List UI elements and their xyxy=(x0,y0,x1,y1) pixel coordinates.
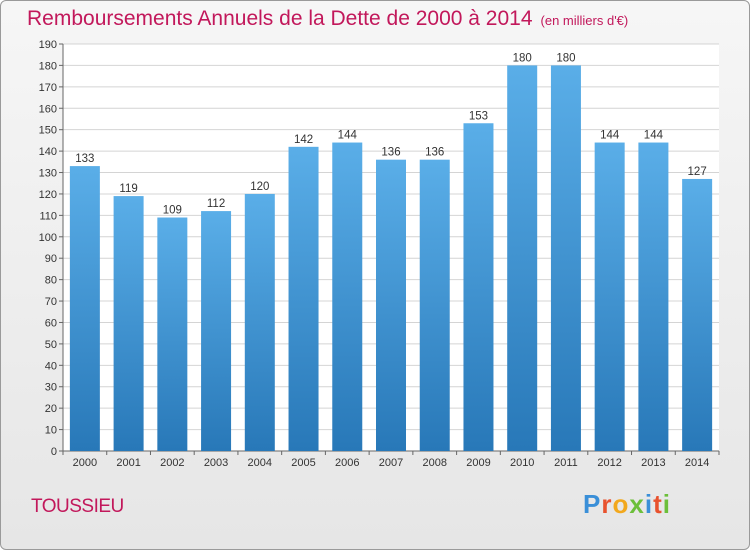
bar-2011 xyxy=(550,65,581,451)
y-tick-label: 90 xyxy=(45,253,57,265)
y-tick-label: 0 xyxy=(51,446,57,458)
y-tick-label: 190 xyxy=(39,39,57,51)
bar-value-label: 136 xyxy=(381,147,400,159)
bar-value-label: 142 xyxy=(294,134,313,146)
logo-letter: t xyxy=(653,489,663,519)
bar-2000 xyxy=(69,166,100,451)
x-tick-label: 2013 xyxy=(641,457,665,469)
x-tick-label: 2002 xyxy=(160,457,184,469)
x-tick-label: 2011 xyxy=(554,457,578,469)
logo-letter: i xyxy=(662,489,671,519)
y-tick-label: 150 xyxy=(39,125,57,137)
x-tick-label: 2010 xyxy=(510,457,534,469)
bar-value-label: 153 xyxy=(469,110,488,122)
x-tick-label: 2004 xyxy=(248,457,272,469)
y-tick-label: 140 xyxy=(39,146,57,158)
y-tick-label: 80 xyxy=(45,275,57,287)
bar-2014 xyxy=(682,178,713,451)
y-tick-label: 100 xyxy=(39,232,57,244)
y-tick-label: 130 xyxy=(39,168,57,180)
bar-value-label: 109 xyxy=(163,205,182,217)
bar-value-label: 144 xyxy=(644,130,664,142)
bar-value-label: 119 xyxy=(119,183,137,195)
y-tick-label: 30 xyxy=(45,382,57,394)
bar-value-label: 127 xyxy=(688,166,707,178)
bar-value-label: 144 xyxy=(600,130,620,142)
y-tick-label: 50 xyxy=(45,339,57,351)
bar-2009 xyxy=(463,123,494,451)
logo-letter: x xyxy=(629,489,645,519)
bar-2004 xyxy=(244,193,275,451)
y-tick-label: 40 xyxy=(45,360,57,372)
y-tick-label: 180 xyxy=(39,60,57,72)
bar-2008 xyxy=(419,159,450,451)
y-tick-label: 10 xyxy=(45,425,57,437)
y-tick-label: 170 xyxy=(39,82,57,94)
logo-letter: P xyxy=(583,489,602,519)
proxiti-logo: Proxiti xyxy=(583,489,671,520)
y-tick-label: 120 xyxy=(39,189,57,201)
bar-2005 xyxy=(288,146,319,452)
x-tick-label: 2005 xyxy=(291,457,315,469)
logo-letter: r xyxy=(601,489,613,519)
bar-value-label: 144 xyxy=(338,130,358,142)
labels: 0 10 20 30 40 50 60 70 80 90 100 110 120 130 140 150 160… xyxy=(39,39,710,469)
bar-value-label: 136 xyxy=(425,147,444,159)
y-tick-label: 60 xyxy=(45,317,57,329)
x-tick-label: 2009 xyxy=(466,457,490,469)
bar-2010 xyxy=(507,65,538,451)
x-tick-label: 2008 xyxy=(422,457,446,469)
bar-value-label: 180 xyxy=(513,52,532,64)
commune-name: TOUSSIEU xyxy=(31,496,124,517)
x-tick-label: 2003 xyxy=(204,457,228,469)
x-tick-label: 2001 xyxy=(116,457,140,469)
bar-2012 xyxy=(594,142,625,451)
bars xyxy=(69,65,713,452)
bar-2002 xyxy=(157,217,188,451)
y-tick-label: 160 xyxy=(39,103,57,115)
logo-letter: o xyxy=(612,489,630,519)
bar-2003 xyxy=(201,211,232,451)
bar-value-label: 120 xyxy=(250,181,269,193)
y-tick-label: 110 xyxy=(39,210,57,222)
x-tick-label: 2006 xyxy=(335,457,359,469)
x-tick-label: 2007 xyxy=(379,457,403,469)
chart-title: Remboursements Annuels de la Dette de 20… xyxy=(27,7,628,31)
y-tick-label: 20 xyxy=(45,403,57,415)
x-tick-label: 2000 xyxy=(73,457,97,469)
y-tick-label: 70 xyxy=(45,296,57,308)
x-tick-label: 2012 xyxy=(597,457,621,469)
bar-2013 xyxy=(638,142,669,451)
logo-letter: i xyxy=(644,489,654,519)
bar-2006 xyxy=(332,142,363,451)
bar-2001 xyxy=(113,196,144,451)
x-tick-label: 2014 xyxy=(685,457,709,469)
chart-title-text: Remboursements Annuels de la Dette de 20… xyxy=(27,7,533,30)
chart-unit: (en milliers d'€) xyxy=(540,13,629,28)
bar-value-label: 133 xyxy=(75,153,94,165)
bar-value-label: 180 xyxy=(556,52,575,64)
bar-2007 xyxy=(376,159,406,451)
bar-value-label: 112 xyxy=(207,198,225,210)
